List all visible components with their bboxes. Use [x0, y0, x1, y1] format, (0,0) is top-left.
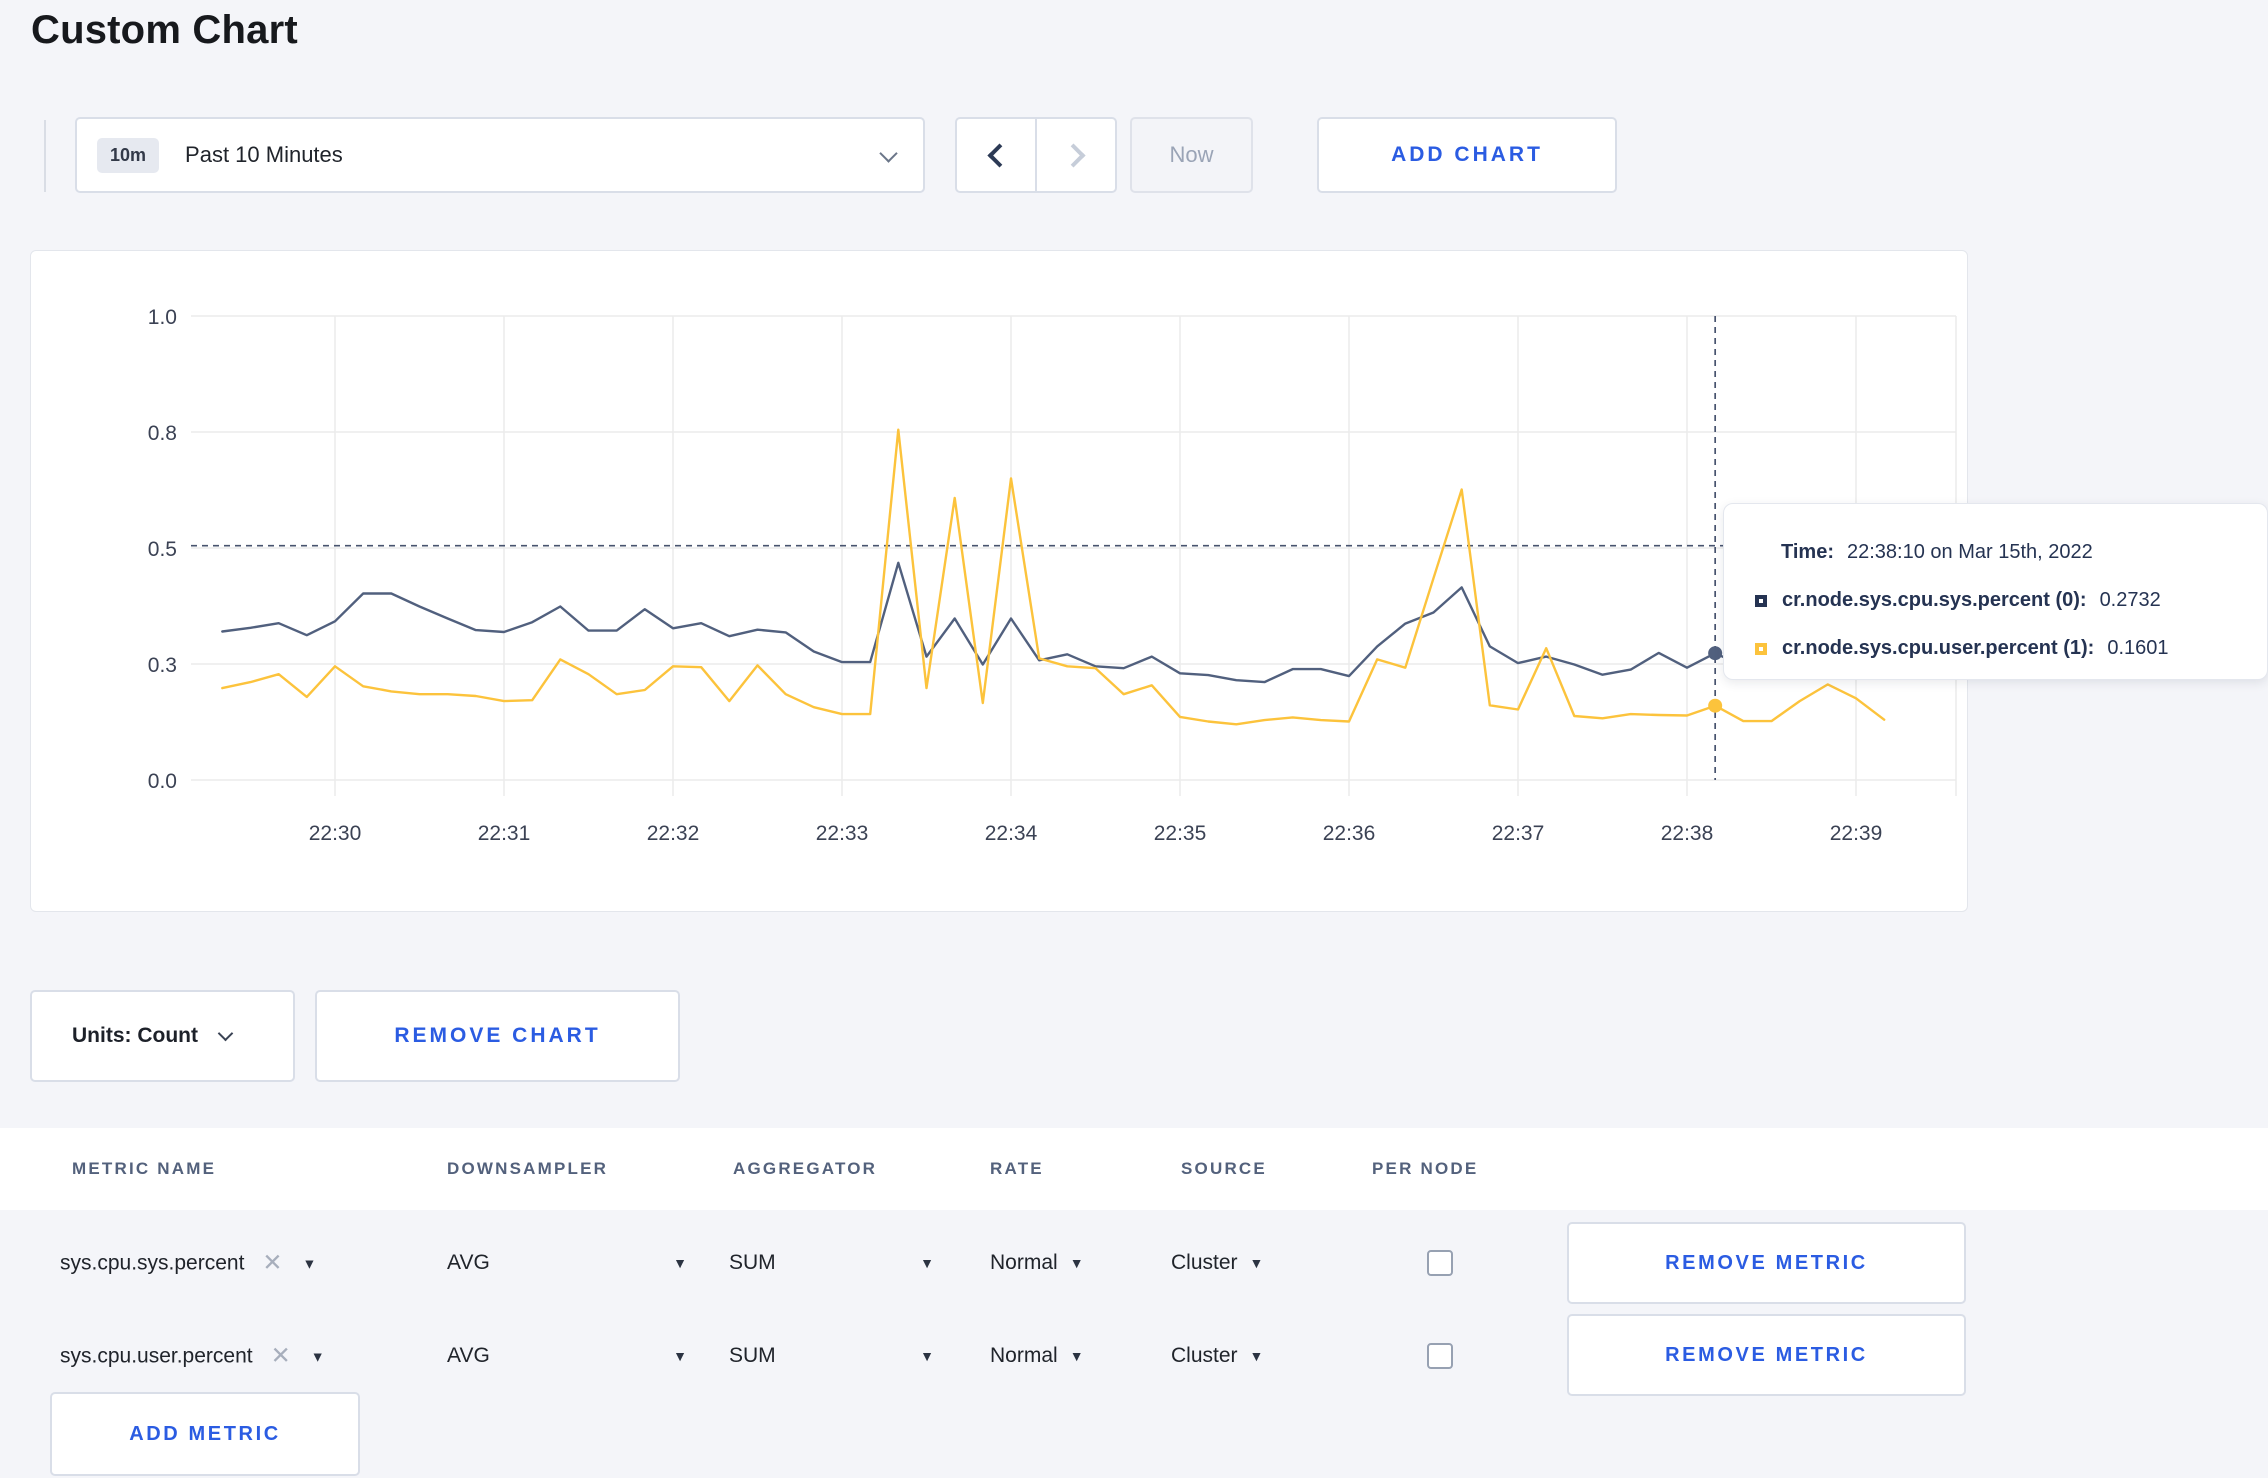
remove-metric-button[interactable]: REMOVE METRIC [1567, 1222, 1966, 1304]
dropdown-caret-icon: ▼ [310, 1348, 325, 1364]
column-header-aggregator: AGGREGATOR [733, 1159, 878, 1178]
tooltip-time-row: Time: 22:38:10 on Mar 15th, 2022 [1755, 540, 2267, 565]
chevron-right-icon [1060, 142, 1086, 168]
units-dropdown[interactable]: Units: Count [30, 990, 295, 1082]
svg-text:0.3: 0.3 [148, 654, 177, 677]
timescale-badge: 10m [97, 137, 160, 173]
metric-name-select[interactable]: sys.cpu.sys.percent ✕ ▼ [60, 1249, 316, 1278]
dropdown-caret-icon: ▼ [1249, 1255, 1264, 1271]
aggregator-value: SUM [729, 1251, 776, 1274]
next-time-button[interactable] [1035, 119, 1115, 191]
downsampler-value: AVG [447, 1344, 490, 1367]
svg-text:0.0: 0.0 [148, 770, 177, 793]
svg-text:22:31: 22:31 [478, 822, 531, 845]
rate-value: Normal [990, 1251, 1058, 1274]
now-button[interactable]: Now [1130, 117, 1253, 193]
column-header-downsampler: DOWNSAMPLER [447, 1159, 609, 1178]
downsampler-select[interactable]: AVG ▼ [447, 1251, 687, 1275]
svg-text:22:30: 22:30 [309, 822, 362, 845]
chart-panel[interactable]: 0.0 0.3 0.5 0.8 1.0 22:30 22:31 22:32 22:33 22:34… [30, 250, 1968, 912]
dropdown-caret-icon: ▼ [1249, 1348, 1264, 1364]
svg-text:0.8: 0.8 [148, 422, 177, 445]
chevron-down-icon [217, 1025, 234, 1042]
svg-text:22:36: 22:36 [1323, 822, 1376, 845]
units-label: Units: Count [72, 1024, 198, 1047]
remove-metric-button[interactable]: REMOVE METRIC [1567, 1314, 1966, 1396]
column-header-metric-name: METRIC NAME [72, 1159, 217, 1178]
aggregator-select[interactable]: SUM ▼ [729, 1251, 934, 1275]
metric-name-value: sys.cpu.user.percent [60, 1344, 253, 1367]
per-node-checkbox[interactable] [1427, 1250, 1453, 1276]
dropdown-caret-icon: ▼ [1069, 1348, 1084, 1364]
chevron-down-icon [879, 144, 898, 163]
metrics-table-header: METRIC NAME DOWNSAMPLER AGGREGATOR RATE … [0, 1128, 2268, 1210]
remove-chart-button[interactable]: REMOVE CHART [315, 990, 680, 1082]
close-icon[interactable]: ✕ [270, 1342, 291, 1370]
chevron-left-icon [986, 142, 1012, 168]
rate-select[interactable]: Normal ▼ [990, 1251, 1084, 1275]
user-series-swatch-icon [1755, 642, 1767, 655]
column-header-source: SOURCE [1181, 1159, 1267, 1178]
timescale-dropdown[interactable]: 10m Past 10 Minutes [75, 117, 925, 193]
dropdown-caret-icon: ▼ [920, 1348, 934, 1364]
tooltip-series-name: cr.node.sys.cpu.sys.percent (0): [1782, 589, 2087, 611]
svg-text:22:34: 22:34 [985, 822, 1038, 845]
per-node-checkbox[interactable] [1427, 1343, 1453, 1369]
svg-text:22:39: 22:39 [1830, 822, 1883, 845]
dropdown-caret-icon: ▼ [302, 1255, 317, 1271]
timescale-label: Past 10 Minutes [185, 142, 343, 167]
svg-text:22:38: 22:38 [1661, 822, 1714, 845]
svg-text:22:32: 22:32 [647, 822, 700, 845]
tooltip-series-row: cr.node.sys.cpu.user.percent (1): 0.1601 [1755, 636, 2267, 661]
dropdown-caret-icon: ▼ [1069, 1255, 1084, 1271]
add-chart-button[interactable]: ADD CHART [1317, 117, 1617, 193]
cpu-percent-line-chart: 0.0 0.3 0.5 0.8 1.0 22:30 22:31 22:32 22:33 22:34… [148, 306, 1957, 845]
dropdown-caret-icon: ▼ [673, 1255, 687, 1271]
aggregator-select[interactable]: SUM ▼ [729, 1344, 934, 1368]
svg-text:0.5: 0.5 [148, 538, 177, 561]
column-header-per-node: PER NODE [1372, 1159, 1479, 1178]
table-row: sys.cpu.user.percent ✕ ▼ AVG ▼ SUM ▼ Nor… [30, 1309, 1968, 1403]
tooltip-series-value: 0.1601 [2107, 637, 2169, 659]
sys-series-swatch-icon [1755, 594, 1767, 607]
tooltip-series-name: cr.node.sys.cpu.user.percent (1): [1782, 637, 2095, 659]
metric-name-select[interactable]: sys.cpu.user.percent ✕ ▼ [60, 1342, 325, 1371]
svg-text:1.0: 1.0 [148, 306, 177, 329]
column-header-rate: RATE [990, 1159, 1044, 1178]
rate-select[interactable]: Normal ▼ [990, 1344, 1084, 1368]
rate-value: Normal [990, 1344, 1058, 1367]
prev-time-button[interactable] [957, 119, 1035, 191]
close-icon[interactable]: ✕ [262, 1249, 283, 1277]
svg-text:22:33: 22:33 [816, 822, 869, 845]
time-pager [955, 117, 1117, 193]
downsampler-select[interactable]: AVG ▼ [447, 1344, 687, 1368]
svg-text:22:35: 22:35 [1154, 822, 1207, 845]
tooltip-series-row: cr.node.sys.cpu.sys.percent (0): 0.2732 [1755, 588, 2267, 613]
source-select[interactable]: Cluster ▼ [1171, 1344, 1263, 1368]
dropdown-caret-icon: ▼ [673, 1348, 687, 1364]
source-value: Cluster [1171, 1251, 1238, 1274]
chart-tooltip: Time: 22:38:10 on Mar 15th, 2022 cr.node… [1723, 503, 2268, 680]
aggregator-value: SUM [729, 1344, 776, 1367]
tooltip-time-label: Time: [1781, 541, 1834, 563]
source-select[interactable]: Cluster ▼ [1171, 1251, 1263, 1275]
dropdown-caret-icon: ▼ [920, 1255, 934, 1271]
svg-text:22:37: 22:37 [1492, 822, 1545, 845]
source-value: Cluster [1171, 1344, 1238, 1367]
table-row: sys.cpu.sys.percent ✕ ▼ AVG ▼ SUM ▼ Norm… [30, 1216, 1968, 1310]
add-metric-button[interactable]: ADD METRIC [50, 1392, 360, 1476]
tooltip-series-value: 0.2732 [2099, 589, 2161, 611]
toolbar-divider [44, 120, 46, 192]
metric-name-value: sys.cpu.sys.percent [60, 1251, 245, 1274]
tooltip-time-value: 22:38:10 on Mar 15th, 2022 [1846, 541, 2093, 563]
page-title: Custom Chart [31, 8, 298, 52]
downsampler-value: AVG [447, 1251, 490, 1274]
